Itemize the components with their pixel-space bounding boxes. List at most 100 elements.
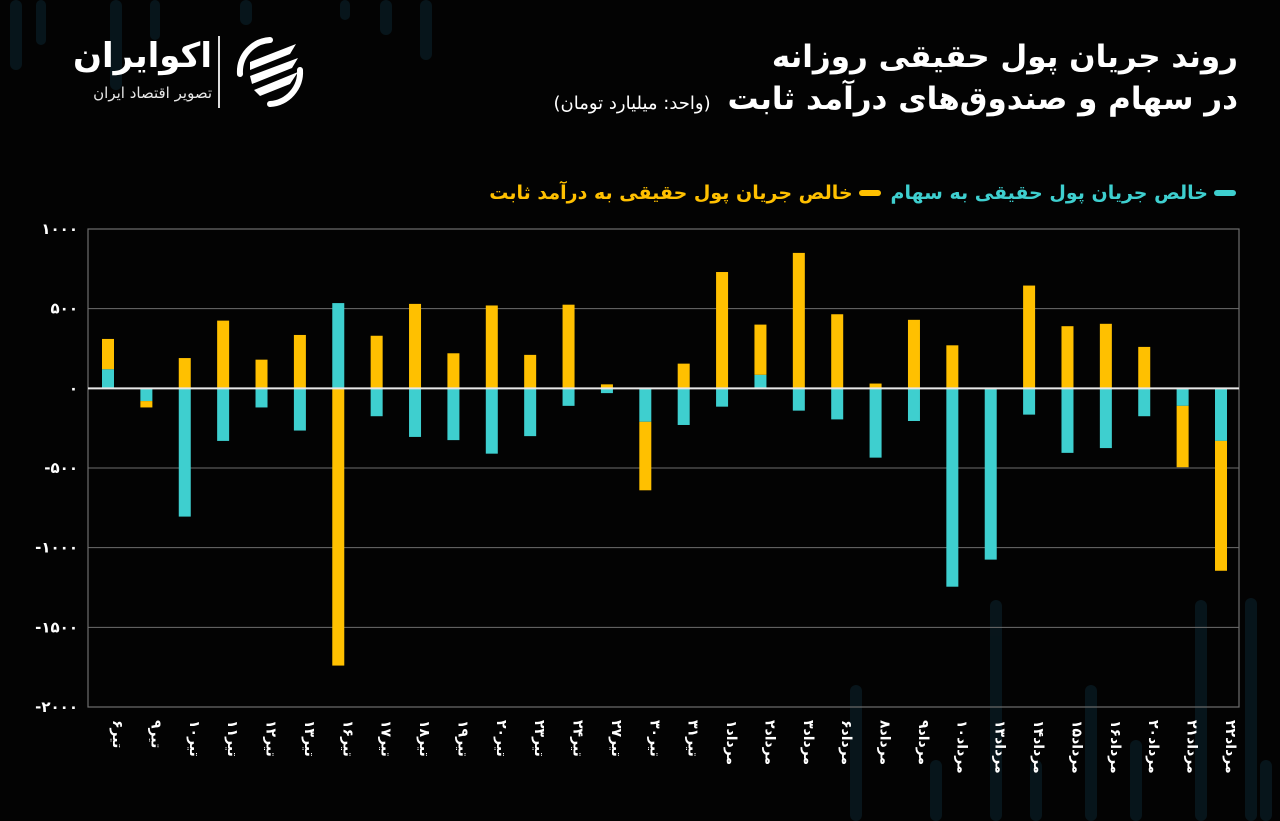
bar-stocks	[1099, 388, 1112, 449]
legend-label-stocks: خالص جریان پول حقیقی به سهام	[890, 182, 1208, 204]
bar-stocks	[332, 303, 345, 389]
bar-fixed-income	[869, 383, 882, 389]
x-tick-label: مرداد۲۲	[1222, 720, 1238, 774]
bar-fixed-income	[716, 272, 729, 389]
bar-stocks	[562, 388, 575, 406]
bar-stocks	[869, 388, 882, 458]
y-tick-label: ۵۰۰	[51, 300, 78, 318]
y-tick-label: ۰	[69, 379, 78, 397]
x-tick-label: تیر۲۷	[608, 720, 624, 757]
x-tick-label: مرداد۲۰	[1145, 720, 1161, 774]
bar-stocks	[1023, 388, 1036, 415]
x-tick-label: مرداد۱	[723, 720, 739, 765]
y-tick-label: -۱۵۰۰	[35, 618, 78, 636]
bar-fixed-income	[1023, 285, 1036, 389]
bar-fixed-income	[600, 384, 613, 389]
bar-fixed-income	[332, 388, 345, 666]
bar-fixed-income	[1176, 405, 1189, 468]
legend-label-fixed-income: خالص جریان پول حقیقی به درآمد ثابت	[489, 182, 853, 204]
y-axis: ۱۰۰۰ ۵۰۰ ۰ -۵۰۰ -۱۰۰۰ -۱۵۰۰ -۲۰۰۰	[35, 220, 78, 716]
x-tick-label: مرداد۶	[838, 720, 854, 765]
chart-legend: خالص جریان پول حقیقی به سهام خالص جریان …	[489, 182, 1236, 204]
bar-stocks	[217, 388, 230, 441]
bar-stocks	[140, 388, 153, 402]
unit-label: (واحد: میلیارد تومان)	[553, 93, 711, 114]
brand-mark-icon	[236, 37, 304, 107]
x-tick-label: مرداد۱۰	[953, 720, 969, 774]
bar-fixed-income	[524, 354, 537, 389]
legend-item-fixed-income: خالص جریان پول حقیقی به درآمد ثابت	[489, 182, 881, 204]
bars	[102, 252, 1227, 666]
bar-fixed-income	[1061, 326, 1074, 389]
bar-stocks	[1176, 388, 1189, 406]
bar-fixed-income	[946, 345, 959, 389]
bar-fixed-income	[255, 359, 268, 389]
bar-fixed-income	[754, 324, 767, 375]
x-tick-label: تیر۱۳	[301, 720, 317, 757]
bar-stocks	[946, 388, 959, 587]
x-tick-label: تیر۳۰	[646, 720, 662, 757]
x-tick-label: تیر۱۶	[339, 720, 355, 757]
bar-stocks	[293, 388, 306, 431]
x-tick-label: تیر۱۱	[224, 720, 240, 757]
bar-stocks	[600, 388, 613, 394]
x-tick-label: تیر۲۴	[570, 720, 586, 757]
bar-stocks	[677, 388, 690, 425]
bar-fixed-income	[1099, 323, 1112, 389]
y-tick-label: -۵۰۰	[44, 459, 78, 477]
chart-title: روند جریان پول حقیقی روزانه در سهام و صن…	[554, 36, 1239, 125]
bar-fixed-income	[140, 401, 153, 408]
brand-logo: اکوایران تصویر اقتصاد ایران	[48, 32, 318, 112]
bar-fixed-income	[447, 353, 460, 389]
x-axis: تیر۶ تیر۹ تیر۱۰ تیر۱۱ تیر۱۲ تیر۱۳ تیر۱۶ تیر۱۷ تی…	[109, 720, 1238, 774]
bar-fixed-income	[639, 421, 652, 491]
bar-stocks	[831, 388, 844, 420]
x-tick-label: تیر۱۸	[416, 720, 432, 757]
bar-fixed-income	[1215, 440, 1227, 571]
x-tick-label: مرداد۱۵	[1068, 720, 1084, 774]
x-tick-label: مرداد۱۴	[1030, 720, 1046, 774]
bar-fixed-income	[831, 314, 844, 389]
bar-stocks	[409, 388, 422, 437]
x-tick-label: تیر۱۹	[454, 720, 470, 757]
x-tick-label: مرداد۳	[800, 720, 816, 765]
bar-stocks	[1061, 388, 1074, 453]
legend-swatch-fixed-income	[858, 190, 881, 196]
x-tick-label: تیر۱۷	[378, 720, 394, 757]
bar-fixed-income	[562, 304, 575, 389]
bar-stocks	[754, 374, 767, 389]
x-tick-label: تیر۹	[147, 720, 163, 748]
bar-stocks	[984, 388, 997, 560]
bar-stocks	[907, 388, 920, 421]
bar-stocks	[178, 388, 191, 517]
x-tick-label: تیر۲۳	[531, 720, 547, 757]
y-tick-label: -۲۰۰۰	[35, 698, 78, 716]
bar-fixed-income	[178, 358, 191, 389]
bar-stocks	[255, 388, 268, 408]
bar-fixed-income	[409, 303, 422, 389]
title-line-1: روند جریان پول حقیقی روزانه	[771, 39, 1238, 75]
logo-divider	[218, 36, 220, 108]
bar-fixed-income	[792, 252, 805, 389]
legend-item-stocks: خالص جریان پول حقیقی به سهام	[891, 182, 1236, 204]
bar-stocks	[102, 369, 114, 389]
bar-stocks	[1138, 388, 1151, 417]
brand-name: اکوایران	[73, 36, 212, 76]
x-tick-label: تیر۱۰	[186, 720, 202, 757]
title-line-2: در سهام و صندوق‌های درآمد ثابت (واحد: می…	[554, 78, 1239, 125]
y-tick-label: -۱۰۰۰	[35, 539, 78, 557]
title-line-2-text: در سهام و صندوق‌های درآمد ثابت	[727, 81, 1238, 117]
x-tick-label: مرداد۱۶	[1107, 720, 1123, 774]
y-tick-label: ۱۰۰۰	[41, 220, 78, 238]
bar-stocks	[1215, 388, 1227, 441]
x-tick-label: تیر۱۲	[263, 720, 279, 757]
bar-stocks	[447, 388, 460, 441]
x-tick-label: تیر۲۰	[493, 720, 509, 757]
gridlines	[87, 228, 1240, 708]
bar-fixed-income	[677, 363, 690, 389]
bar-stocks	[485, 388, 498, 454]
x-tick-label: مرداد۲۱	[1184, 720, 1200, 774]
bar-stocks	[792, 388, 805, 411]
